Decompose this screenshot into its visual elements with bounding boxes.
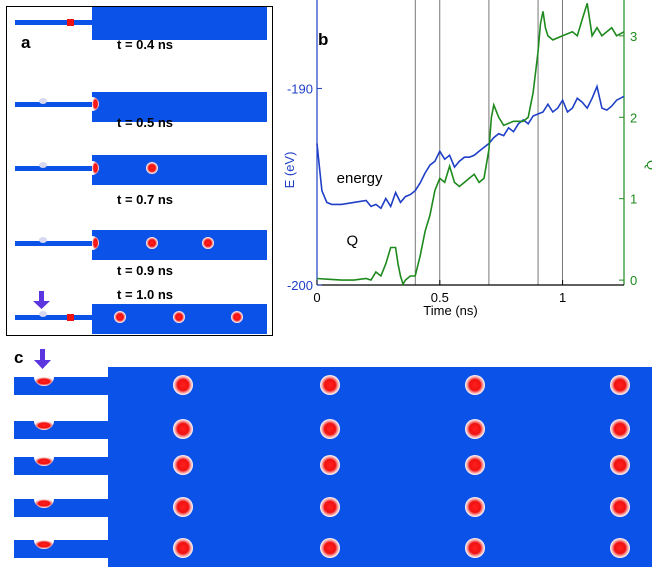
panel-c-label: c <box>14 348 24 367</box>
channel-bubble <box>34 377 54 386</box>
channel <box>15 166 93 171</box>
channel-bubble <box>39 237 47 243</box>
bubble <box>173 497 193 517</box>
annotation-label: energy <box>337 170 383 187</box>
channel-charge <box>67 19 74 26</box>
x-tick-label: 0 <box>313 290 320 305</box>
side-channel <box>14 457 109 475</box>
bubble <box>610 455 630 475</box>
y-right-axis-label: Q <box>644 160 652 170</box>
reservoir <box>92 92 267 122</box>
bubble <box>610 497 630 517</box>
arrow-icon <box>33 301 50 309</box>
bubble <box>320 538 340 558</box>
x-tick-label: 1 <box>559 290 566 305</box>
channel <box>15 315 93 320</box>
bubble <box>173 311 185 323</box>
channel-bubble <box>39 311 47 317</box>
side-channel <box>14 377 109 395</box>
y-right-tick-label: 1 <box>630 192 637 207</box>
series-q-line <box>316 3 625 287</box>
channel-bubble <box>34 421 54 430</box>
panel-a-snapshots <box>15 7 267 334</box>
side-channel <box>14 540 109 558</box>
panel-c-array <box>14 349 652 567</box>
y-left-axis-label: E (eV) <box>282 152 297 189</box>
channel-bubble <box>34 540 54 549</box>
side-channel <box>14 421 109 439</box>
channel-bubble <box>34 499 54 508</box>
reservoir <box>92 230 267 260</box>
bubble <box>146 237 158 249</box>
bubble <box>231 311 243 323</box>
y-left-tick-label: -200 <box>287 278 313 293</box>
side-channel <box>14 499 109 517</box>
bubble <box>465 538 485 558</box>
bubble <box>320 419 340 439</box>
panel-a: a t = 0.4 ns t = 0.5 ns t = 0.7 ns t = 0… <box>6 6 273 336</box>
bubble <box>173 419 193 439</box>
panel-b-label: b <box>318 30 329 49</box>
time-label: t = 1.0 ns <box>117 287 173 302</box>
bubble <box>465 419 485 439</box>
y-right-tick-label: 2 <box>630 110 637 125</box>
reservoir <box>92 155 267 185</box>
x-axis-label: Time (ns) <box>423 303 477 318</box>
channel <box>15 102 93 107</box>
time-label: t = 0.7 ns <box>117 192 173 207</box>
emerging-bubble <box>92 161 99 175</box>
y-right-tick-label: 0 <box>630 273 637 288</box>
bubble <box>610 375 630 395</box>
channel-bubble <box>34 457 54 466</box>
y-left-tick-label: -190 <box>287 81 313 96</box>
channel-bubble <box>39 162 47 168</box>
bubble <box>173 375 193 395</box>
bubble <box>465 375 485 395</box>
time-label: t = 0.5 ns <box>117 115 173 130</box>
bubble <box>610 419 630 439</box>
reservoir <box>108 367 652 567</box>
x-tick-label: 0.5 <box>431 290 449 305</box>
emerging-bubble <box>92 97 99 111</box>
reservoir <box>92 7 267 40</box>
bubble <box>320 497 340 517</box>
arrow-icon <box>39 291 44 302</box>
annotation-label: Q <box>346 233 358 250</box>
bubble <box>320 375 340 395</box>
arrow-icon <box>34 360 51 369</box>
channel <box>15 20 93 25</box>
bubble <box>146 162 158 174</box>
bubble <box>173 455 193 475</box>
channel-charge <box>67 314 74 321</box>
bubble <box>114 311 126 323</box>
bubble <box>320 455 340 475</box>
time-label: t = 0.9 ns <box>117 263 173 278</box>
bubble <box>465 455 485 475</box>
channel-bubble <box>39 98 47 104</box>
bubble <box>202 237 214 249</box>
series-energy-line <box>316 83 625 210</box>
bubble <box>173 538 193 558</box>
bubble <box>465 497 485 517</box>
arrow-icon <box>40 349 45 362</box>
emerging-bubble <box>92 236 99 250</box>
panel-a-label: a <box>21 33 31 52</box>
bubble <box>610 538 630 558</box>
time-label: t = 0.4 ns <box>117 37 173 52</box>
y-right-tick-label: 3 <box>630 29 637 44</box>
channel <box>15 241 93 246</box>
